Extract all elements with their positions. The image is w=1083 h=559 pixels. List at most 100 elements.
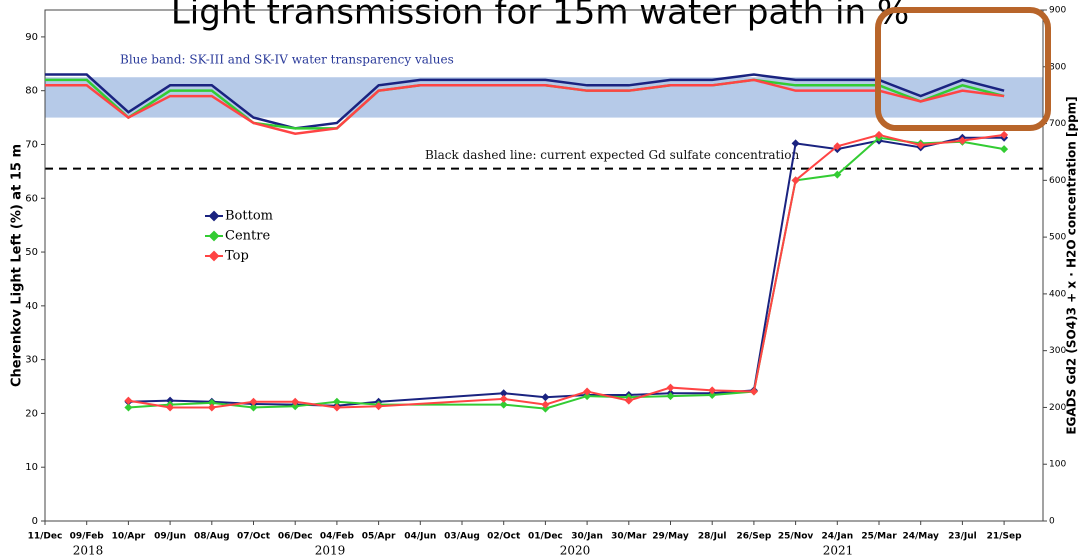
x-tick-label: 10/Apr (112, 532, 146, 542)
data-point (499, 400, 508, 409)
y2-tick-label: 600 (1049, 176, 1066, 186)
data-point (291, 397, 300, 406)
plot-frame (44, 9, 1044, 522)
data-point (708, 390, 717, 399)
x-tick-label: 25/Mar (861, 532, 897, 542)
data-point (207, 398, 216, 407)
y-axis-label: Cherenkov Light Left (%) at 15 m (10, 144, 25, 387)
data-point (249, 397, 258, 406)
data-point (791, 176, 800, 185)
x-tick-label: 11/Dec (28, 532, 63, 542)
data-point (583, 387, 592, 396)
data-point (708, 386, 717, 395)
y2-tick-label: 900 (1049, 6, 1066, 16)
data-point (958, 136, 967, 145)
legend-marker (205, 230, 223, 242)
chart-title: Light transmission for 15m water path in… (171, 0, 909, 33)
data-point (166, 403, 175, 412)
data-point (1000, 145, 1009, 154)
transparency-band (45, 77, 1043, 118)
y-tick-label: 60 (25, 193, 38, 204)
x-tick-label: 28/Jul (698, 532, 727, 542)
y-tick-label: 70 (25, 139, 38, 150)
x-tick-label: 24/May (902, 532, 939, 542)
year-label: 2020 (560, 544, 591, 558)
x-tick-label: 07/Oct (237, 532, 271, 542)
concentration-line (128, 133, 1005, 409)
x-tick-label: 26/Sep (736, 532, 771, 542)
y2-tick-label: 100 (1049, 460, 1066, 470)
transmission-line (45, 73, 1005, 130)
x-tick-label: 03/Aug (444, 532, 480, 542)
transmission-line (45, 78, 1005, 135)
concentration-line (128, 136, 1005, 410)
data-point (916, 141, 925, 150)
y2-tick-label: 300 (1049, 346, 1066, 356)
data-point (499, 394, 508, 403)
y2-axis-label: EGADS Gd2 (SO4)3 + x · H2O concentration… (1065, 96, 1079, 434)
y2-tick-label: 700 (1049, 119, 1066, 129)
y-tick-label: 20 (25, 408, 38, 419)
year-label: 2018 (73, 544, 104, 558)
x-tick-label: 09/Jun (154, 532, 186, 542)
data-point (499, 389, 508, 398)
annotation: Black dashed line: current expected Gd s… (425, 148, 799, 162)
legend-label: Bottom (225, 209, 273, 224)
x-tick-label: 08/Aug (194, 532, 230, 542)
data-point (541, 393, 550, 402)
y2-tick-label: 200 (1049, 403, 1066, 413)
data-point (124, 403, 133, 412)
x-tick-label: 29/May (652, 532, 689, 542)
highlight-box (875, 7, 1051, 131)
year-label: 2019 (315, 544, 346, 558)
x-tick-label: 30/Jan (571, 532, 603, 542)
data-point (249, 403, 258, 412)
y2-tick-label: 0 (1049, 517, 1055, 527)
x-tick-label: 01/Dec (528, 532, 563, 542)
data-point (374, 402, 383, 411)
data-point (291, 402, 300, 411)
annotation: Blue band: SK-III and SK-IV water transp… (120, 53, 454, 67)
x-tick-label: 04/Feb (320, 532, 355, 542)
y2-tick-label: 500 (1049, 233, 1066, 243)
y-tick-label: 90 (25, 32, 38, 43)
data-point (332, 397, 341, 406)
y2-tick-label: 400 (1049, 289, 1066, 299)
data-point (666, 392, 675, 401)
legend-label: Top (225, 249, 249, 264)
y-tick-label: 30 (25, 355, 38, 366)
x-tick-label: 06/Dec (278, 532, 313, 542)
data-point (624, 396, 633, 405)
legend-marker (205, 250, 223, 262)
y-tick-label: 50 (25, 247, 38, 258)
y-tick-label: 40 (25, 301, 38, 312)
y2-tick-label: 800 (1049, 62, 1066, 72)
data-point (749, 387, 758, 396)
legend-label: Centre (225, 229, 270, 244)
data-point (833, 142, 842, 151)
y-tick-label: 80 (25, 86, 38, 97)
x-tick-label: 09/Feb (70, 532, 105, 542)
year-label: 2021 (823, 544, 854, 558)
data-point (541, 400, 550, 409)
data-point (1000, 130, 1009, 139)
data-point (332, 403, 341, 412)
y-tick-label: 10 (25, 462, 38, 473)
data-point (583, 392, 592, 401)
data-point (666, 383, 675, 392)
x-tick-label: 21/Sep (987, 532, 1022, 542)
legend-marker (205, 210, 223, 222)
y-tick-label: 0 (32, 516, 38, 527)
data-point (833, 170, 842, 179)
x-tick-label: 02/Oct (487, 532, 521, 542)
x-tick-label: 24/Jan (821, 532, 853, 542)
x-tick-label: 04/Jun (404, 532, 436, 542)
x-tick-label: 05/Apr (362, 532, 396, 542)
x-tick-label: 23/Jul (948, 532, 977, 542)
data-point (875, 130, 883, 139)
data-point (207, 403, 216, 412)
data-point (124, 396, 133, 405)
x-tick-label: 25/Nov (778, 532, 814, 542)
concentration-line (128, 136, 1005, 407)
